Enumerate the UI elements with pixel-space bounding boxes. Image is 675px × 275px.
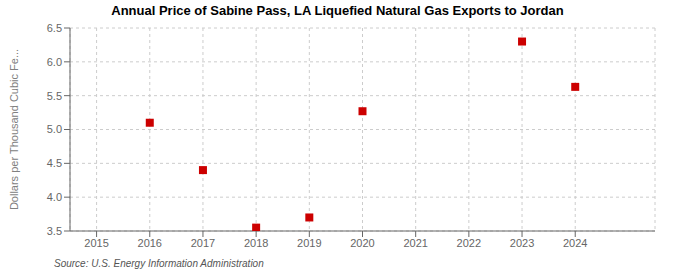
svg-text:4.5: 4.5 [47,157,62,169]
html-text:Annual Price of Sabine Pass, L: Annual Price of Sabine Pass, LA Liquefie… [111,3,564,18]
svg-text:Dollars per Thousand Cubic Fe.: Dollars per Thousand Cubic Fe... [8,49,20,210]
svg-text:5.0: 5.0 [47,123,62,135]
svg-text:6.5: 6.5 [47,22,62,34]
svg-text:2021: 2021 [403,237,427,249]
svg-text:2016: 2016 [138,237,162,249]
svg-text:2022: 2022 [457,237,481,249]
svg-text:2018: 2018 [244,237,268,249]
svg-text:2024: 2024 [563,237,587,249]
svg-text:2020: 2020 [350,237,374,249]
svg-text:2015: 2015 [84,237,108,249]
svg-text:2017: 2017 [191,237,215,249]
svg-text:6.0: 6.0 [47,56,62,68]
svg-text:2019: 2019 [297,237,321,249]
svg-text:5.5: 5.5 [47,90,62,102]
html-text:Source: U.S. Energy Informatio: Source: U.S. Energy Information Administ… [54,258,264,269]
svg-text:2023: 2023 [510,237,534,249]
svg-text:4.0: 4.0 [47,191,62,203]
svg-text:3.5: 3.5 [47,225,62,237]
